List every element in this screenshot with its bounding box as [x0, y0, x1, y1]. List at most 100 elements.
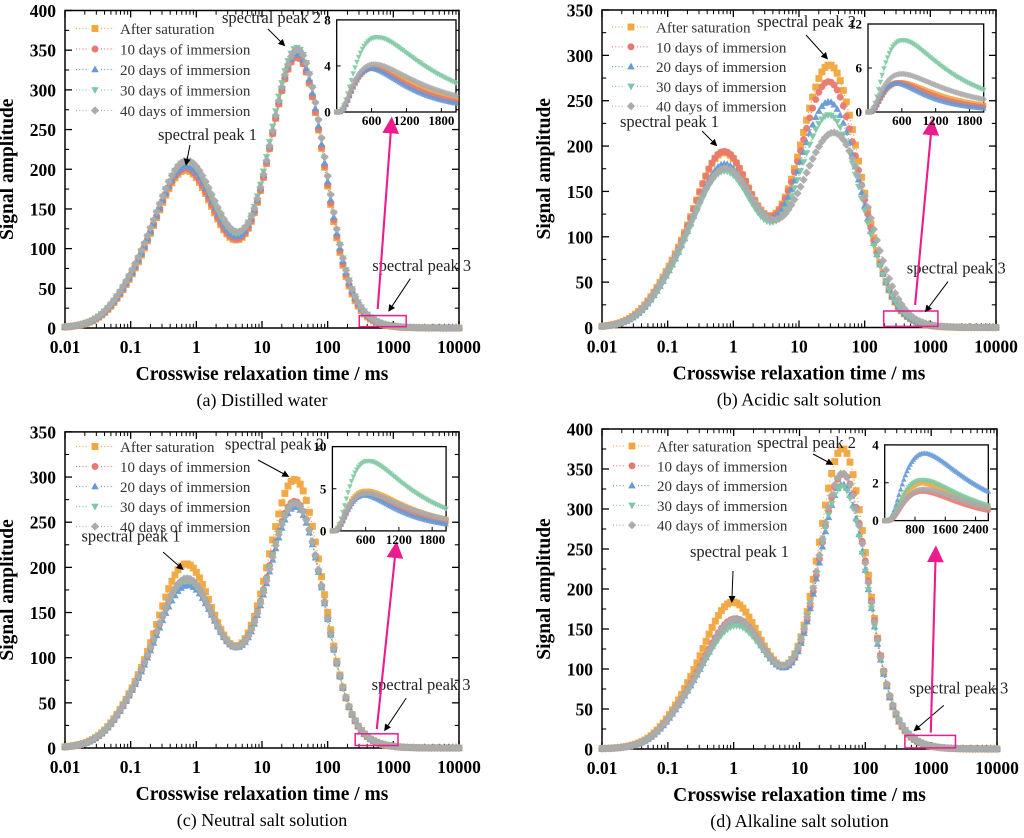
- svg-text:1: 1: [729, 758, 738, 778]
- svg-text:2: 2: [872, 475, 879, 490]
- svg-text:400: 400: [567, 420, 594, 440]
- svg-text:100: 100: [567, 660, 594, 680]
- svg-text:1000: 1000: [376, 757, 411, 777]
- svg-text:20 days of immersion: 20 days of immersion: [657, 479, 788, 495]
- svg-text:250: 250: [567, 540, 594, 560]
- svg-text:100: 100: [30, 648, 57, 668]
- svg-text:spectral peak 1: spectral peak 1: [158, 125, 257, 144]
- svg-text:1800: 1800: [956, 113, 982, 128]
- svg-text:1000: 1000: [913, 337, 948, 357]
- svg-text:spectral peak 3: spectral peak 3: [909, 679, 1008, 698]
- svg-text:0.1: 0.1: [120, 757, 142, 777]
- svg-text:Crosswise relaxation time / ms: Crosswise relaxation time / ms: [136, 364, 389, 385]
- svg-text:0.01: 0.01: [50, 757, 81, 777]
- svg-text:Signal amplitude: Signal amplitude: [534, 518, 555, 660]
- svg-text:0.1: 0.1: [120, 337, 142, 357]
- svg-text:200: 200: [30, 160, 57, 180]
- svg-text:1200: 1200: [393, 113, 419, 128]
- svg-text:2400: 2400: [963, 522, 989, 537]
- svg-text:30 days of immersion: 30 days of immersion: [656, 80, 787, 96]
- svg-text:400: 400: [30, 1, 57, 21]
- svg-text:30 days of immersion: 30 days of immersion: [657, 499, 788, 515]
- svg-text:Crosswise relaxation time / ms: Crosswise relaxation time / ms: [673, 364, 926, 385]
- svg-text:0: 0: [872, 513, 879, 528]
- svg-text:spectral peak 1: spectral peak 1: [690, 542, 789, 561]
- svg-text:0.01: 0.01: [587, 337, 618, 357]
- svg-text:200: 200: [567, 580, 594, 600]
- svg-text:50: 50: [576, 700, 594, 720]
- svg-text:1: 1: [192, 337, 201, 357]
- svg-text:800: 800: [905, 522, 925, 537]
- svg-text:50: 50: [39, 693, 57, 713]
- svg-text:300: 300: [567, 46, 594, 66]
- svg-text:10: 10: [791, 758, 809, 778]
- svg-text:10 days of immersion: 10 days of immersion: [120, 460, 251, 476]
- svg-text:spectral peak 1: spectral peak 1: [620, 112, 719, 131]
- svg-text:10 days of immersion: 10 days of immersion: [657, 459, 788, 475]
- svg-text:100: 100: [852, 758, 879, 778]
- svg-text:350: 350: [567, 460, 594, 480]
- svg-text:300: 300: [30, 80, 57, 100]
- svg-text:30 days of immersion: 30 days of immersion: [120, 84, 251, 100]
- svg-text:600: 600: [362, 113, 382, 128]
- svg-text:0: 0: [584, 318, 593, 338]
- svg-text:(b) Acidic salt solution: (b) Acidic salt solution: [717, 390, 881, 411]
- svg-text:350: 350: [567, 1, 594, 21]
- svg-text:1000: 1000: [376, 337, 411, 357]
- svg-text:10000: 10000: [975, 758, 1019, 778]
- svg-text:spectral peak 1: spectral peak 1: [82, 527, 181, 546]
- svg-text:1200: 1200: [386, 532, 412, 547]
- svg-text:10 days of immersion: 10 days of immersion: [120, 43, 251, 59]
- svg-text:8: 8: [324, 13, 331, 28]
- svg-text:spectral peak 2: spectral peak 2: [222, 8, 321, 27]
- svg-text:30 days of immersion: 30 days of immersion: [120, 500, 251, 516]
- svg-text:10000: 10000: [974, 337, 1018, 357]
- svg-text:1600: 1600: [932, 522, 958, 537]
- svg-text:600: 600: [892, 113, 912, 128]
- svg-text:Crosswise relaxation time / ms: Crosswise relaxation time / ms: [673, 785, 926, 806]
- svg-text:20 days of immersion: 20 days of immersion: [120, 480, 251, 496]
- svg-text:100: 100: [315, 757, 342, 777]
- svg-text:10 days of immersion: 10 days of immersion: [656, 40, 787, 56]
- svg-text:spectral peak 2: spectral peak 2: [225, 435, 324, 454]
- svg-text:(c) Neutral salt solution: (c) Neutral salt solution: [177, 810, 347, 831]
- svg-text:350: 350: [30, 41, 57, 61]
- svg-text:40 days of immersion: 40 days of immersion: [120, 104, 251, 120]
- svg-text:spectral peak 3: spectral peak 3: [372, 675, 471, 694]
- svg-text:0: 0: [47, 319, 56, 339]
- svg-text:1: 1: [729, 337, 738, 357]
- svg-text:20 days of immersion: 20 days of immersion: [120, 63, 251, 79]
- svg-text:350: 350: [30, 422, 57, 442]
- svg-text:4: 4: [324, 59, 331, 74]
- svg-text:300: 300: [30, 468, 57, 488]
- svg-text:spectral peak 2: spectral peak 2: [757, 433, 856, 452]
- svg-text:0.1: 0.1: [657, 337, 679, 357]
- svg-text:150: 150: [30, 603, 57, 623]
- svg-text:300: 300: [567, 500, 594, 520]
- svg-text:Signal amplitude: Signal amplitude: [0, 519, 18, 661]
- svg-text:Signal amplitude: Signal amplitude: [0, 98, 18, 240]
- svg-text:(d) Alkaline salt solution: (d) Alkaline salt solution: [710, 811, 888, 832]
- svg-text:50: 50: [39, 279, 57, 299]
- svg-text:After saturation: After saturation: [657, 440, 752, 456]
- svg-text:250: 250: [30, 513, 57, 533]
- svg-text:0.1: 0.1: [657, 758, 679, 778]
- svg-text:After saturation: After saturation: [656, 21, 751, 37]
- svg-text:10: 10: [790, 337, 808, 357]
- svg-text:1200: 1200: [923, 113, 949, 128]
- svg-text:1800: 1800: [419, 532, 445, 547]
- svg-text:200: 200: [30, 558, 57, 578]
- svg-text:250: 250: [30, 120, 57, 140]
- svg-text:150: 150: [567, 182, 594, 202]
- svg-text:6: 6: [856, 61, 863, 76]
- svg-text:5: 5: [320, 481, 327, 496]
- svg-text:0: 0: [324, 105, 331, 120]
- svg-text:(a) Distilled water: (a) Distilled water: [197, 390, 328, 411]
- svg-text:10: 10: [253, 337, 271, 357]
- svg-text:spectral peak 3: spectral peak 3: [907, 259, 1006, 278]
- svg-text:10000: 10000: [437, 337, 481, 357]
- svg-text:4: 4: [872, 438, 879, 453]
- svg-text:spectral peak 3: spectral peak 3: [372, 256, 471, 275]
- svg-text:Signal amplitude: Signal amplitude: [534, 98, 555, 240]
- svg-text:0: 0: [320, 524, 327, 539]
